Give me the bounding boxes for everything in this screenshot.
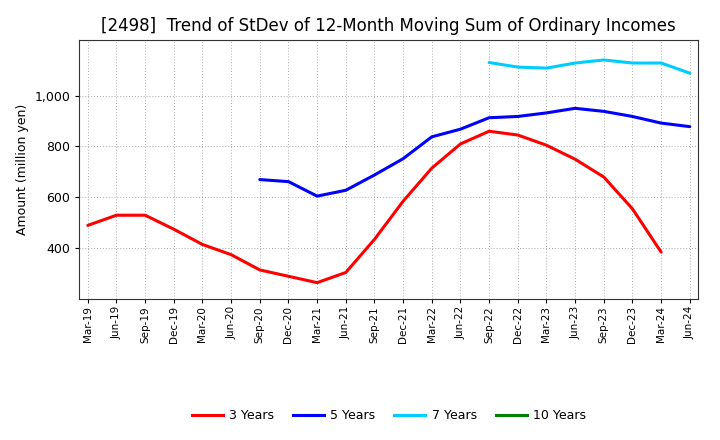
3 Years: [84, 223, 92, 228]
Line: 3 Years: 3 Years: [88, 131, 661, 282]
3 Years: [312, 280, 321, 285]
3 Years: [600, 174, 608, 180]
Title: [2498]  Trend of StDev of 12-Month Moving Sum of Ordinary Incomes: [2498] Trend of StDev of 12-Month Moving…: [102, 17, 676, 35]
7 Years: [628, 60, 636, 66]
5 Years: [341, 187, 350, 193]
5 Years: [628, 114, 636, 119]
5 Years: [571, 106, 580, 111]
3 Years: [256, 267, 264, 272]
Line: 5 Years: 5 Years: [260, 108, 690, 196]
7 Years: [513, 64, 522, 70]
5 Years: [600, 109, 608, 114]
3 Years: [341, 270, 350, 275]
5 Years: [685, 124, 694, 129]
5 Years: [399, 156, 408, 161]
5 Years: [428, 134, 436, 139]
7 Years: [600, 57, 608, 62]
3 Years: [485, 128, 493, 134]
3 Years: [169, 227, 178, 232]
5 Years: [456, 127, 465, 132]
3 Years: [284, 274, 293, 279]
5 Years: [657, 121, 665, 126]
3 Years: [628, 206, 636, 212]
5 Years: [256, 177, 264, 182]
3 Years: [198, 242, 207, 247]
3 Years: [141, 213, 150, 218]
7 Years: [485, 60, 493, 65]
3 Years: [370, 237, 379, 242]
Line: 7 Years: 7 Years: [489, 60, 690, 73]
5 Years: [542, 110, 551, 116]
7 Years: [542, 66, 551, 71]
5 Years: [312, 194, 321, 199]
3 Years: [456, 141, 465, 147]
3 Years: [227, 252, 235, 257]
7 Years: [685, 70, 694, 76]
7 Years: [657, 60, 665, 66]
Legend: 3 Years, 5 Years, 7 Years, 10 Years: 3 Years, 5 Years, 7 Years, 10 Years: [186, 404, 591, 427]
3 Years: [399, 198, 408, 204]
5 Years: [370, 172, 379, 178]
3 Years: [513, 132, 522, 138]
3 Years: [571, 157, 580, 162]
3 Years: [112, 213, 121, 218]
5 Years: [513, 114, 522, 119]
3 Years: [428, 165, 436, 171]
Y-axis label: Amount (million yen): Amount (million yen): [16, 104, 29, 235]
3 Years: [657, 249, 665, 255]
3 Years: [542, 143, 551, 148]
5 Years: [284, 179, 293, 184]
5 Years: [485, 115, 493, 121]
7 Years: [571, 60, 580, 66]
